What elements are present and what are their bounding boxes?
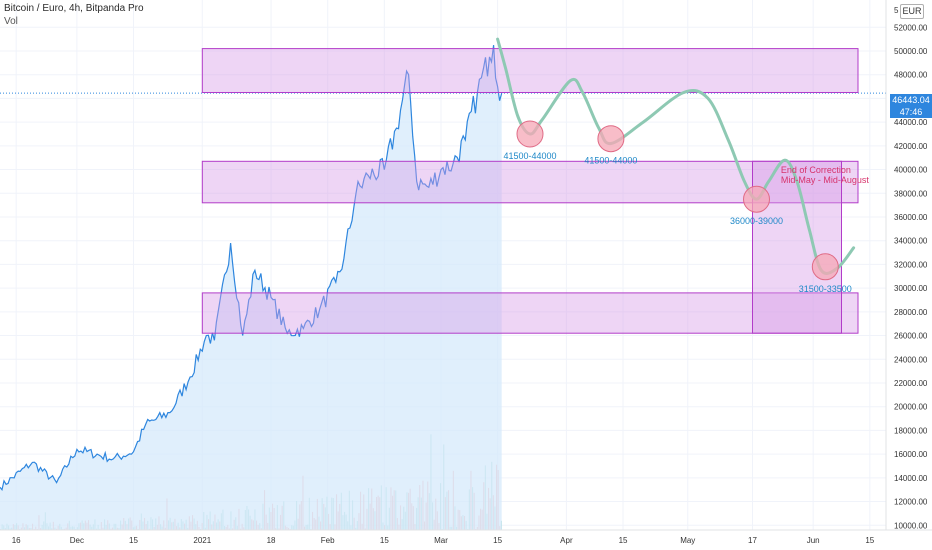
price-area-fill xyxy=(0,45,502,530)
time-tick-label: Mar xyxy=(434,536,448,545)
target-circle xyxy=(743,185,770,213)
symbol-title[interactable]: Bitcoin / Euro, 4h, Bitpanda Pro xyxy=(4,3,144,14)
price-tick-label: 52000.00 xyxy=(894,23,928,32)
price-tick-label: 48000.00 xyxy=(894,71,928,80)
price-tick-label: 12000.00 xyxy=(894,498,928,507)
volume-indicator-label[interactable]: Vol xyxy=(4,16,18,27)
price-tick-label: 14000.00 xyxy=(894,474,928,483)
target-circle xyxy=(811,253,839,281)
time-tick-label: 18 xyxy=(267,536,276,545)
target-label: 41500-44000 xyxy=(584,156,637,166)
zone-box xyxy=(201,48,859,93)
price-tick-label: 20000.00 xyxy=(894,403,928,412)
price-tick-label: 32000.00 xyxy=(894,260,928,269)
price-tick-label: 50000.00 xyxy=(894,47,928,56)
time-tick-label: Feb xyxy=(321,536,335,545)
target-circle xyxy=(516,120,544,148)
candle-countdown: 47:46 xyxy=(899,107,923,117)
target-label: 41500-44000 xyxy=(503,151,556,161)
annotation-line: Mid-May - Mid-August xyxy=(781,175,870,185)
price-tick-label-partial: 5 xyxy=(894,6,899,15)
price-tick-label: 36000.00 xyxy=(894,213,928,222)
price-tick-label: 34000.00 xyxy=(894,237,928,246)
price-tick-label: 10000.00 xyxy=(894,521,928,530)
time-tick-label: Apr xyxy=(560,536,573,545)
time-tick-label: 15 xyxy=(493,536,502,545)
annotation-line: End of Correction xyxy=(781,165,851,175)
last-price-tag: 46443.04 47:46 xyxy=(890,94,932,118)
time-tick-label: 16 xyxy=(12,536,21,545)
target-label: 36000-39000 xyxy=(730,216,783,226)
price-tick-label: 24000.00 xyxy=(894,355,928,364)
price-tick-label: 30000.00 xyxy=(894,284,928,293)
price-tick-label: 16000.00 xyxy=(894,450,928,459)
price-tick-label: 44000.00 xyxy=(894,118,928,127)
currency-button[interactable]: EUR xyxy=(900,4,924,19)
target-circle xyxy=(597,125,625,153)
price-tick-label: 40000.00 xyxy=(894,166,928,175)
time-tick-label: May xyxy=(680,536,695,545)
time-tick-label: 15 xyxy=(380,536,389,545)
time-tick-label: 15 xyxy=(129,536,138,545)
price-tick-label: 42000.00 xyxy=(894,142,928,151)
zone-box xyxy=(201,292,859,334)
price-line xyxy=(0,45,503,492)
price-tick-label: 28000.00 xyxy=(894,308,928,317)
price-axis: 10000.00 12000.00 14000.00 16000.00 18000.00… xyxy=(894,6,928,530)
time-tick-label: 15 xyxy=(619,536,628,545)
time-axis: 16 Dec 15 2021 18 Feb 15 Mar 15 Apr 15 May 17 Jun 15 xyxy=(12,536,875,545)
resistance-support-zones xyxy=(201,48,859,334)
time-tick-label: Dec xyxy=(70,536,84,545)
price-tick-label: 22000.00 xyxy=(894,379,928,388)
time-tick-label: 2021 xyxy=(193,536,211,545)
target-markers: 41500-44000 41500-44000 36000-39000 31500-3… xyxy=(503,120,852,294)
time-tick-label: 15 xyxy=(865,536,874,545)
zone-box xyxy=(752,160,842,334)
price-tick-label: 26000.00 xyxy=(894,332,928,341)
time-tick-label: Jun xyxy=(807,536,820,545)
target-label: 31500-33500 xyxy=(799,284,852,294)
price-tick-label: 18000.00 xyxy=(894,426,928,435)
price-tick-label: 38000.00 xyxy=(894,189,928,198)
time-tick-label: 17 xyxy=(748,536,757,545)
last-price-value: 46443.04 xyxy=(892,95,930,105)
